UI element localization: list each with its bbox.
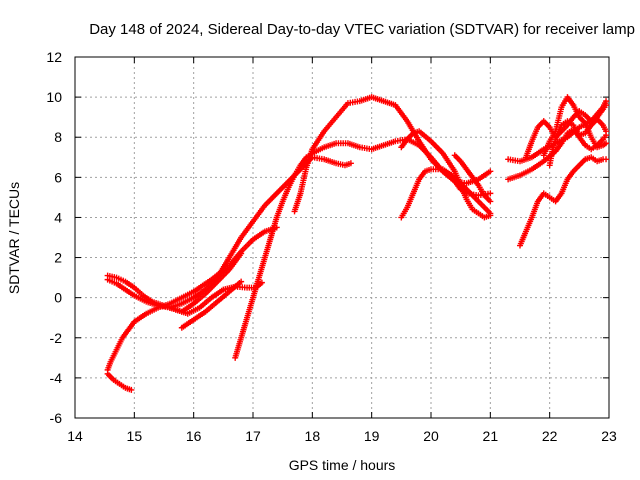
x-tick-label: 22 <box>542 428 558 444</box>
plus-marker <box>603 128 610 135</box>
y-tick-label: 10 <box>46 89 62 105</box>
plus-marker <box>487 198 494 205</box>
y-tick-label: 12 <box>46 49 62 65</box>
plus-marker <box>487 212 494 219</box>
series-track-9 <box>398 166 494 221</box>
series-track-5 <box>178 278 245 331</box>
plot-frame <box>74 56 610 419</box>
x-tick-labels: 14 15 16 17 18 19 20 21 22 23 <box>67 428 617 444</box>
y-tick-label: 4 <box>54 209 62 225</box>
x-tick-label: 16 <box>186 428 202 444</box>
series-track-10 <box>398 128 494 221</box>
y-axis-label: SDTVAR / TECUs <box>6 182 22 294</box>
plus-marker <box>603 140 610 147</box>
grid-lines <box>75 57 609 418</box>
series-track-8 <box>291 94 494 215</box>
x-tick-label: 14 <box>67 428 83 444</box>
series-track-6 <box>166 154 354 311</box>
y-tick-label: -6 <box>50 410 63 426</box>
x-tick-label: 21 <box>483 428 499 444</box>
plus-marker <box>487 168 494 175</box>
y-tick-label: 0 <box>54 290 62 306</box>
y-tick-label: 2 <box>54 250 62 266</box>
series-track-13 <box>505 126 610 183</box>
plus-marker <box>128 386 135 393</box>
chart-title: Day 148 of 2024, Sidereal Day-to-day VTE… <box>89 21 635 38</box>
x-tick-label: 19 <box>364 428 380 444</box>
x-tick-label: 20 <box>423 428 439 444</box>
plus-marker <box>603 156 610 163</box>
x-tick-label: 18 <box>305 428 321 444</box>
x-axis-label: GPS time / hours <box>289 457 396 473</box>
data-points <box>104 94 610 393</box>
plus-marker <box>258 279 265 286</box>
series-track-11 <box>451 152 494 205</box>
y-tick-label: -4 <box>50 370 63 386</box>
series-track-17 <box>540 94 610 159</box>
y-tick-label: -2 <box>50 330 63 346</box>
series-track-14 <box>517 154 610 249</box>
x-tick-label: 15 <box>127 428 143 444</box>
plus-marker <box>487 190 494 197</box>
x-tick-label: 23 <box>601 428 617 444</box>
plus-marker <box>347 160 354 167</box>
plus-marker <box>238 278 245 285</box>
x-tick-label: 17 <box>245 428 261 444</box>
y-tick-labels: -6 -4 -2 0 2 4 6 8 10 12 <box>46 49 62 426</box>
series-track-16 <box>522 102 610 161</box>
series-track-2 <box>104 370 135 393</box>
y-tick-label: 8 <box>54 129 62 145</box>
plus-marker <box>603 102 610 109</box>
y-tick-label: 6 <box>54 169 62 185</box>
plus-marker <box>238 250 245 257</box>
